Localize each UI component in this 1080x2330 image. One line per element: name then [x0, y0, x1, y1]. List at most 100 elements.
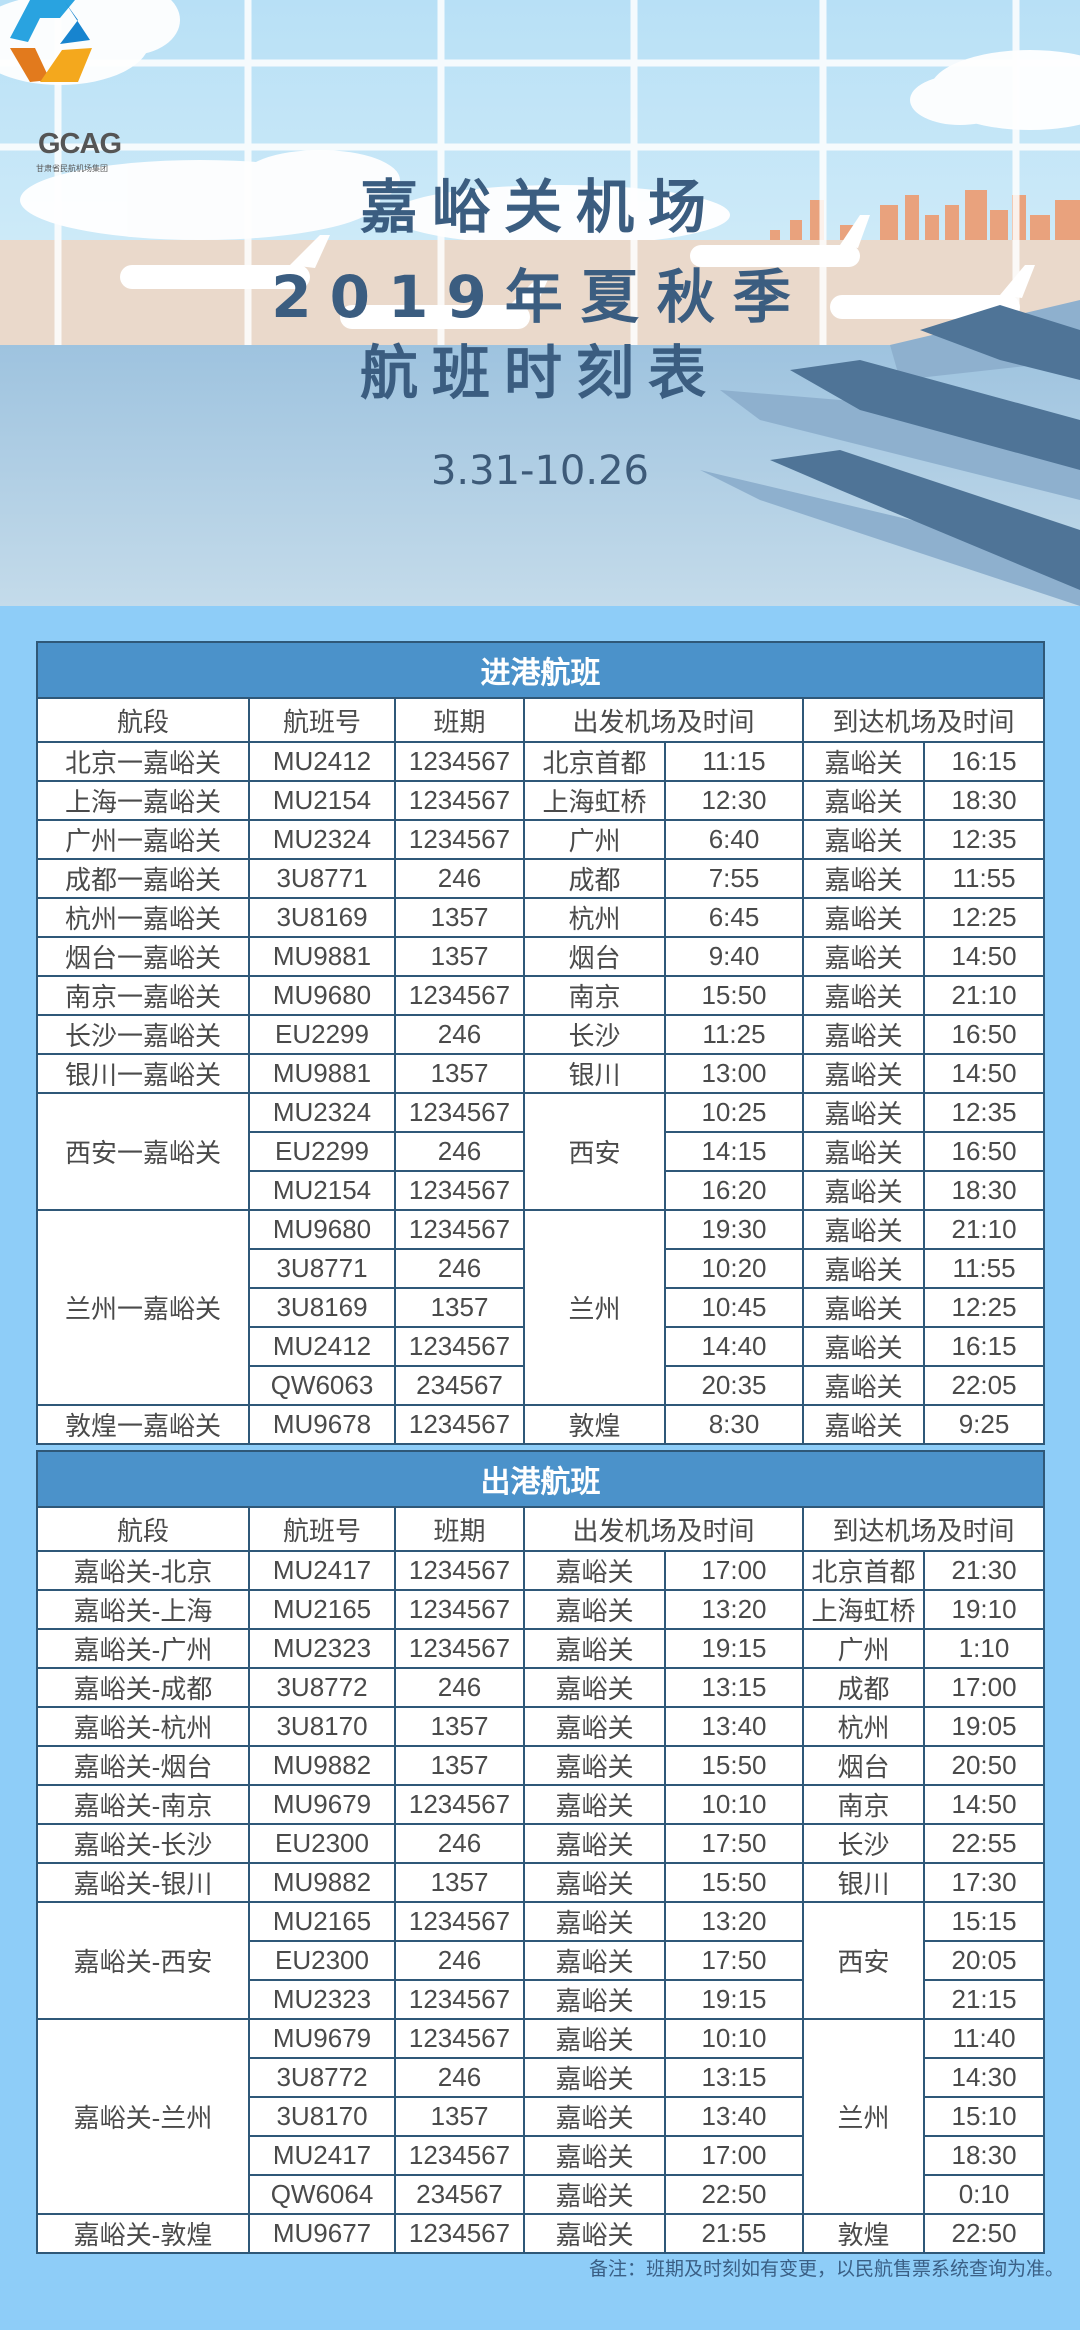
table-row: QW6064 234567 嘉峪关 22:50 0:10	[37, 2174, 1046, 2215]
gcag-logo-icon	[10, 0, 92, 82]
departure-time: 19:30	[664, 1209, 804, 1250]
column-header: 出发机场及时间	[523, 1506, 804, 1552]
column-header: 班期	[394, 1506, 525, 1552]
departure-time: 17:50	[664, 1823, 804, 1864]
logo-text: GCAG	[38, 128, 122, 160]
route-cell: 南京一嘉峪关	[36, 975, 250, 1016]
table-row: 兰州一嘉峪关 MU9680 1234567 兰州 19:30 嘉峪关 21:10	[36, 1209, 1046, 1406]
flight-number: QW6063	[248, 1365, 396, 1406]
departure-time: 19:15	[664, 1628, 804, 1669]
arrival-airport: 广州	[802, 1628, 925, 1669]
arrival-time: 19:10	[922, 1589, 1046, 1630]
departure-time: 14:15	[664, 1131, 804, 1172]
arrival-airport: 嘉峪关	[802, 741, 925, 782]
arrival-time: 17:00	[922, 1667, 1046, 1708]
departure-airport: 成都	[523, 858, 666, 899]
route-cell: 嘉峪关-银川	[36, 1862, 250, 1903]
departure-time: 17:00	[664, 2135, 804, 2176]
arrival-time: 14:30	[922, 2057, 1046, 2098]
departure-time: 17:00	[664, 1550, 804, 1591]
departure-time: 13:20	[664, 1901, 804, 1942]
flight-number: MU9677	[248, 2213, 396, 2254]
arrival-airport: 银川	[802, 1862, 925, 1903]
route-cell: 嘉峪关-南京	[36, 1784, 250, 1825]
flight-number: MU9680	[248, 975, 396, 1016]
departure-airport: 嘉峪关	[523, 1901, 666, 1942]
operating-days: 1234567	[394, 1404, 525, 1445]
arrival-time: 12:35	[922, 1092, 1046, 1133]
departure-airport: 上海虹桥	[523, 780, 666, 821]
flight-number: MU2165	[248, 1901, 396, 1942]
footnote: 备注：班期及时刻如有变更，以民航售票系统查询为准。	[588, 2259, 1064, 2280]
arrival-time: 12:35	[922, 819, 1046, 860]
column-header: 出发机场及时间	[523, 697, 804, 743]
departure-airport: 嘉峪关	[523, 1667, 666, 1708]
arrival-airport: 嘉峪关	[802, 1014, 925, 1055]
departure-time: 8:30	[664, 1404, 804, 1445]
table-row: 嘉峪关-南京 MU9679 1234567 嘉峪关 10:10 南京 14:50	[36, 1784, 1046, 1825]
departure-time: 10:10	[664, 1784, 804, 1825]
flight-number: MU9881	[248, 1053, 396, 1094]
arrival-time: 21:30	[922, 1550, 1046, 1591]
departure-airport: 嘉峪关	[523, 1628, 666, 1669]
arrival-time: 22:50	[922, 2213, 1046, 2254]
table-title: 出港航班	[35, 1450, 1046, 1508]
operating-days: 1234567	[394, 1979, 525, 2020]
route-cell: 敦煌一嘉峪关	[36, 1404, 250, 1445]
table-row: 3U8772 246 嘉峪关 13:15 14:30	[37, 2057, 1046, 2098]
departure-airport: 长沙	[523, 1014, 666, 1055]
table-row: 嘉峪关-长沙 EU2300 246 嘉峪关 17:50 长沙 22:55	[36, 1823, 1046, 1864]
arrival-time: 14:50	[922, 1053, 1046, 1094]
table-row: MU2323 1234567 嘉峪关 19:15 21:15	[37, 1979, 1046, 2020]
arrivals-table: 进港航班 航段 航班号 班期 出发机场及时间 到达机场及时间 北京一嘉峪关 MU2412 123…	[35, 641, 1046, 1445]
table-row: 嘉峪关-北京 MU2417 1234567 嘉峪关 17:00 北京首都 21:30	[36, 1550, 1046, 1591]
departure-airport: 嘉峪关	[523, 2057, 666, 2098]
operating-days: 1234567	[394, 1550, 525, 1591]
logo-subtitle: 甘肃省民航机场集团	[36, 164, 108, 173]
departure-airport: 兰州	[523, 1209, 666, 1406]
departure-airport: 西安	[523, 1092, 666, 1211]
header-row: 航段 航班号 班期 出发机场及时间 到达机场及时间	[36, 697, 1046, 743]
column-header: 到达机场及时间	[801, 697, 1046, 743]
arrival-airport: 兰州	[802, 2018, 925, 2215]
arrival-airport: 杭州	[802, 1706, 925, 1747]
departure-airport: 嘉峪关	[523, 2174, 666, 2215]
flight-number: MU2412	[248, 741, 396, 782]
operating-days: 246	[394, 1940, 525, 1981]
departure-airport: 嘉峪关	[523, 2018, 666, 2059]
flight-number: 3U8169	[248, 1287, 396, 1328]
arrival-airport: 敦煌	[802, 2213, 925, 2254]
operating-days: 246	[394, 1823, 525, 1864]
flight-number: MU2417	[248, 1550, 396, 1591]
arrival-time: 12:25	[922, 1287, 1046, 1328]
route-cell: 银川一嘉峪关	[36, 1053, 250, 1094]
flight-number: MU2412	[248, 1326, 396, 1367]
flight-number: 3U8170	[248, 2096, 396, 2137]
operating-days: 234567	[394, 1365, 525, 1406]
operating-days: 1357	[394, 1862, 525, 1903]
operating-days: 1234567	[394, 1628, 525, 1669]
column-header: 班期	[394, 697, 525, 743]
operating-days: 246	[394, 1131, 525, 1172]
flight-number: 3U8169	[248, 897, 396, 938]
departure-time: 17:50	[664, 1940, 804, 1981]
departure-airport: 烟台	[523, 936, 666, 977]
departure-time: 13:15	[664, 1667, 804, 1708]
operating-days: 246	[394, 1667, 525, 1708]
arrival-airport: 成都	[802, 1667, 925, 1708]
arrival-airport: 嘉峪关	[802, 897, 925, 938]
flight-number: MU2154	[248, 1170, 396, 1211]
flight-number: 3U8170	[248, 1706, 396, 1747]
operating-days: 1357	[394, 1287, 525, 1328]
operating-days: 1234567	[394, 1901, 525, 1942]
arrival-airport: 嘉峪关	[802, 1248, 925, 1289]
operating-days: 1234567	[394, 1326, 525, 1367]
operating-days: 1234567	[394, 1209, 525, 1250]
arrival-airport: 嘉峪关	[802, 1209, 925, 1250]
arrival-time: 20:05	[922, 1940, 1046, 1981]
arrival-airport: 长沙	[802, 1823, 925, 1864]
flight-number: MU2323	[248, 1979, 396, 2020]
flight-number: EU2300	[248, 1940, 396, 1981]
page-title-line2: 2019年夏秋季	[271, 263, 809, 331]
departure-time: 20:35	[664, 1365, 804, 1406]
